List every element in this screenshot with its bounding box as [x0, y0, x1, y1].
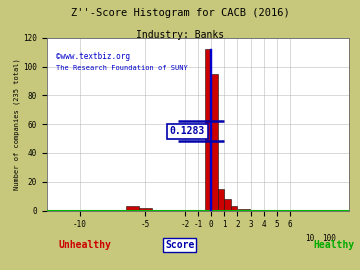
Y-axis label: Number of companies (235 total): Number of companies (235 total)	[14, 58, 21, 190]
Text: 0.1283: 0.1283	[170, 126, 205, 136]
Bar	[139, 208, 152, 211]
Bar	[126, 206, 139, 211]
Bar	[210, 49, 212, 211]
Text: Z''-Score Histogram for CACB (2016): Z''-Score Histogram for CACB (2016)	[71, 8, 289, 18]
Text: Score: Score	[165, 240, 194, 250]
Text: 100: 100	[323, 234, 336, 243]
Text: Unhealthy: Unhealthy	[59, 240, 112, 250]
Bar	[211, 74, 217, 211]
Bar	[205, 49, 211, 211]
Text: Healthy: Healthy	[313, 240, 354, 250]
Bar	[218, 189, 224, 211]
Bar	[238, 209, 250, 211]
Bar	[231, 206, 237, 211]
Bar	[225, 199, 231, 211]
Text: ©www.textbiz.org: ©www.textbiz.org	[56, 52, 130, 61]
Text: The Research Foundation of SUNY: The Research Foundation of SUNY	[56, 65, 188, 72]
Text: Industry: Banks: Industry: Banks	[136, 30, 224, 40]
Text: 10: 10	[305, 234, 314, 243]
